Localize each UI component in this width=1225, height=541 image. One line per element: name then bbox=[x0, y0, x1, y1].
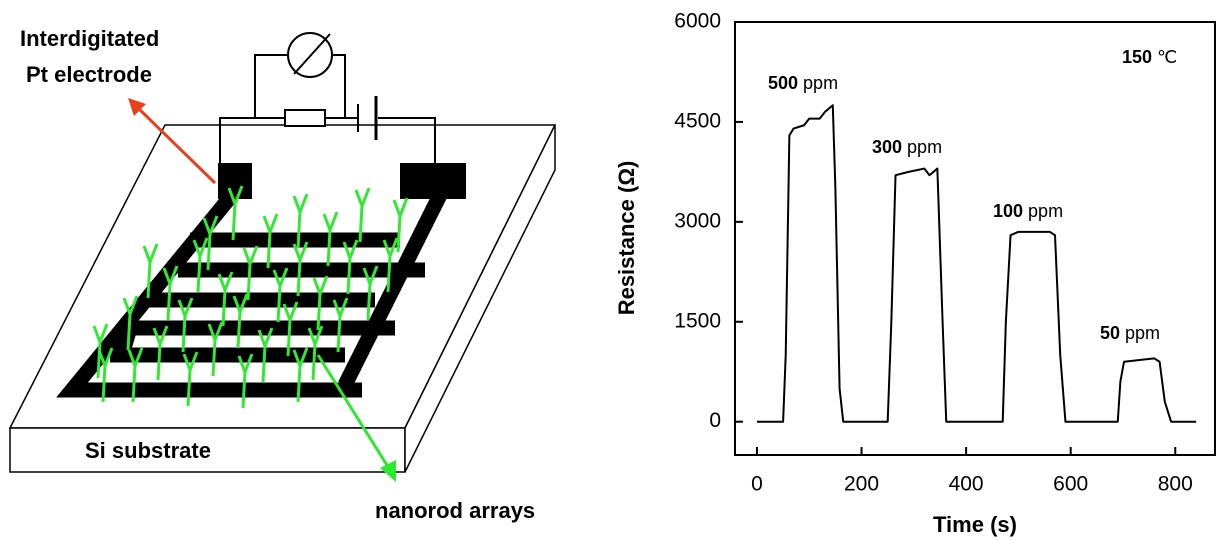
x-tick-label: 600 bbox=[1053, 473, 1088, 496]
wire bbox=[254, 54, 288, 118]
x-tick-label: 0 bbox=[751, 473, 763, 496]
annotation-value: 300 bbox=[872, 137, 902, 157]
label: nanorod arrays bbox=[375, 498, 535, 523]
nanorod bbox=[97, 347, 114, 403]
nanorod bbox=[382, 237, 399, 293]
y-tick-label: 4500 bbox=[674, 109, 721, 132]
y-tick-label: 3000 bbox=[674, 209, 721, 232]
annotation-value: 500 bbox=[768, 73, 798, 93]
annotation: 50 ppm bbox=[1100, 323, 1160, 343]
pad bbox=[218, 163, 252, 199]
annotation-value: 100 bbox=[993, 201, 1023, 221]
diagram: Interdigitated Pt electrode Si substrate… bbox=[8, 26, 557, 523]
annotation-unit: ppm bbox=[1028, 201, 1063, 221]
circuit bbox=[219, 32, 436, 165]
annotation: 150 ℃ bbox=[1122, 47, 1177, 67]
nanorod bbox=[307, 325, 324, 381]
nanorod bbox=[207, 321, 224, 377]
nanorod bbox=[292, 241, 309, 297]
nanorod bbox=[257, 327, 274, 383]
nanorod bbox=[232, 293, 249, 349]
nanorod bbox=[142, 243, 159, 299]
nanorod bbox=[242, 245, 259, 301]
left-bus bbox=[56, 190, 362, 398]
x-tick-label: 800 bbox=[1158, 473, 1193, 496]
nanorod bbox=[354, 187, 371, 243]
chart: Time (s) Resistance (Ω) 0150030004500600… bbox=[614, 10, 1216, 537]
arrow-head bbox=[380, 460, 396, 482]
x-axis-label: Time (s) bbox=[933, 512, 1017, 537]
nanorod bbox=[202, 215, 219, 271]
ammeter-needle bbox=[293, 33, 331, 75]
nanorod bbox=[312, 275, 329, 331]
pad bbox=[400, 163, 466, 199]
nanorod bbox=[177, 297, 194, 353]
y-tick-label: 6000 bbox=[674, 10, 721, 33]
nanorod bbox=[92, 323, 109, 379]
nanorods bbox=[92, 185, 409, 409]
nanorod bbox=[392, 197, 409, 253]
nanorod bbox=[322, 211, 339, 267]
annotation: 300 ppm bbox=[872, 137, 942, 157]
resistor bbox=[284, 109, 326, 127]
nanorod bbox=[292, 347, 309, 403]
nanorod bbox=[162, 265, 179, 321]
label: Interdigitated bbox=[20, 26, 159, 51]
label: Si substrate bbox=[85, 438, 211, 463]
label: Pt electrode bbox=[26, 62, 152, 87]
y-axis-label: Resistance (Ω) bbox=[614, 161, 639, 316]
nanorod bbox=[227, 185, 244, 241]
nanorod bbox=[292, 193, 309, 249]
annotation-unit: ppm bbox=[803, 73, 838, 93]
annotation-value: 150 bbox=[1122, 47, 1152, 67]
annotation-unit: ℃ bbox=[1157, 47, 1177, 67]
nanorod bbox=[342, 239, 359, 295]
nanorod bbox=[237, 353, 254, 409]
substrate-side bbox=[404, 124, 556, 473]
annotation-unit: ppm bbox=[1125, 323, 1160, 343]
substrate-front bbox=[9, 427, 406, 473]
arrow bbox=[136, 106, 217, 185]
y-tick-label: 0 bbox=[709, 409, 721, 432]
right-bus bbox=[338, 191, 447, 389]
nanorod bbox=[217, 271, 234, 327]
wire bbox=[378, 117, 436, 165]
data-line bbox=[756, 104, 1197, 423]
nanorod bbox=[152, 325, 169, 381]
x-tick-label: 200 bbox=[844, 473, 879, 496]
nanorod bbox=[362, 265, 379, 321]
nanorod bbox=[182, 351, 199, 407]
nanorod bbox=[122, 295, 139, 351]
annotation: 500 ppm bbox=[768, 73, 838, 93]
wire bbox=[332, 54, 346, 118]
nanorod bbox=[262, 213, 279, 269]
annotation-value: 50 bbox=[1100, 323, 1120, 343]
plot-frame bbox=[734, 21, 1216, 456]
nanorod bbox=[282, 301, 299, 357]
annotation: 100 ppm bbox=[993, 201, 1063, 221]
annotation-unit: ppm bbox=[907, 137, 942, 157]
ammeter bbox=[287, 32, 333, 78]
arrow-head bbox=[128, 98, 146, 116]
arrow bbox=[316, 354, 392, 471]
nanorod bbox=[332, 297, 349, 353]
nanorod bbox=[192, 237, 209, 293]
nanorod bbox=[272, 267, 289, 323]
x-tick-label: 400 bbox=[949, 473, 984, 496]
nanorod bbox=[127, 347, 144, 403]
y-tick-label: 1500 bbox=[674, 309, 721, 332]
